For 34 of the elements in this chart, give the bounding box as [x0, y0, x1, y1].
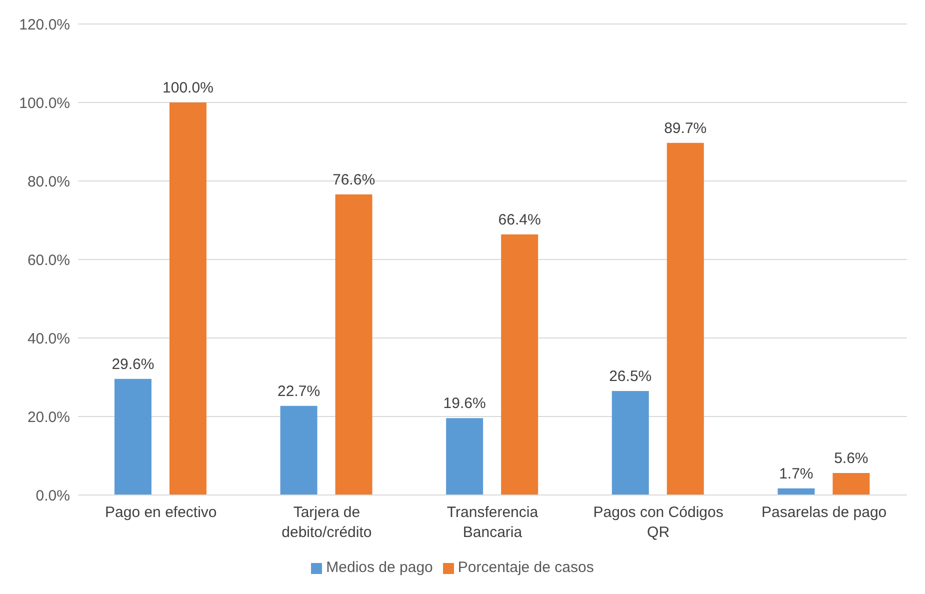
data-label: 100.0% [162, 80, 214, 96]
x-tick-label: Pasarelas de pago [762, 504, 887, 521]
bar [666, 142, 704, 495]
legend-label: Medios de pago [326, 559, 433, 576]
y-tick-label: 80.0% [27, 173, 70, 190]
x-tick-label: Pago en efectivo [105, 504, 217, 521]
data-label: 89.7% [664, 120, 707, 137]
y-tick-label: 40.0% [27, 330, 70, 348]
bar [114, 378, 152, 495]
bar [169, 102, 206, 495]
data-label: 66.4% [498, 211, 541, 228]
data-label: 26.5% [609, 368, 652, 385]
data-label: 1.7% [779, 465, 814, 482]
y-tick-label: 20.0% [27, 408, 70, 426]
bar [501, 234, 538, 495]
bar [612, 390, 649, 495]
data-label: 5.6% [834, 450, 868, 468]
bar [335, 194, 372, 495]
y-tick-label: 60.0% [27, 252, 70, 269]
x-tick-label: Pagos con Códigos QR [593, 504, 724, 541]
y-tick-label: 120.0% [19, 16, 70, 34]
data-label: 76.6% [332, 171, 376, 188]
data-label: 29.6% [112, 356, 154, 373]
y-tick-label: 0.0% [36, 487, 70, 504]
x-tick-label: Transferencia Bancaria [446, 504, 539, 541]
data-label: 22.7% [278, 382, 320, 400]
bar [280, 406, 318, 495]
bar [446, 418, 484, 495]
bar [778, 488, 815, 495]
bar [832, 473, 870, 495]
data-label: 19.6% [443, 395, 486, 412]
x-tick-label: Tarjera de debito/crédito [282, 504, 372, 541]
y-tick-label: 100.0% [19, 94, 70, 112]
legend-label: Porcentaje de casos [458, 559, 594, 576]
